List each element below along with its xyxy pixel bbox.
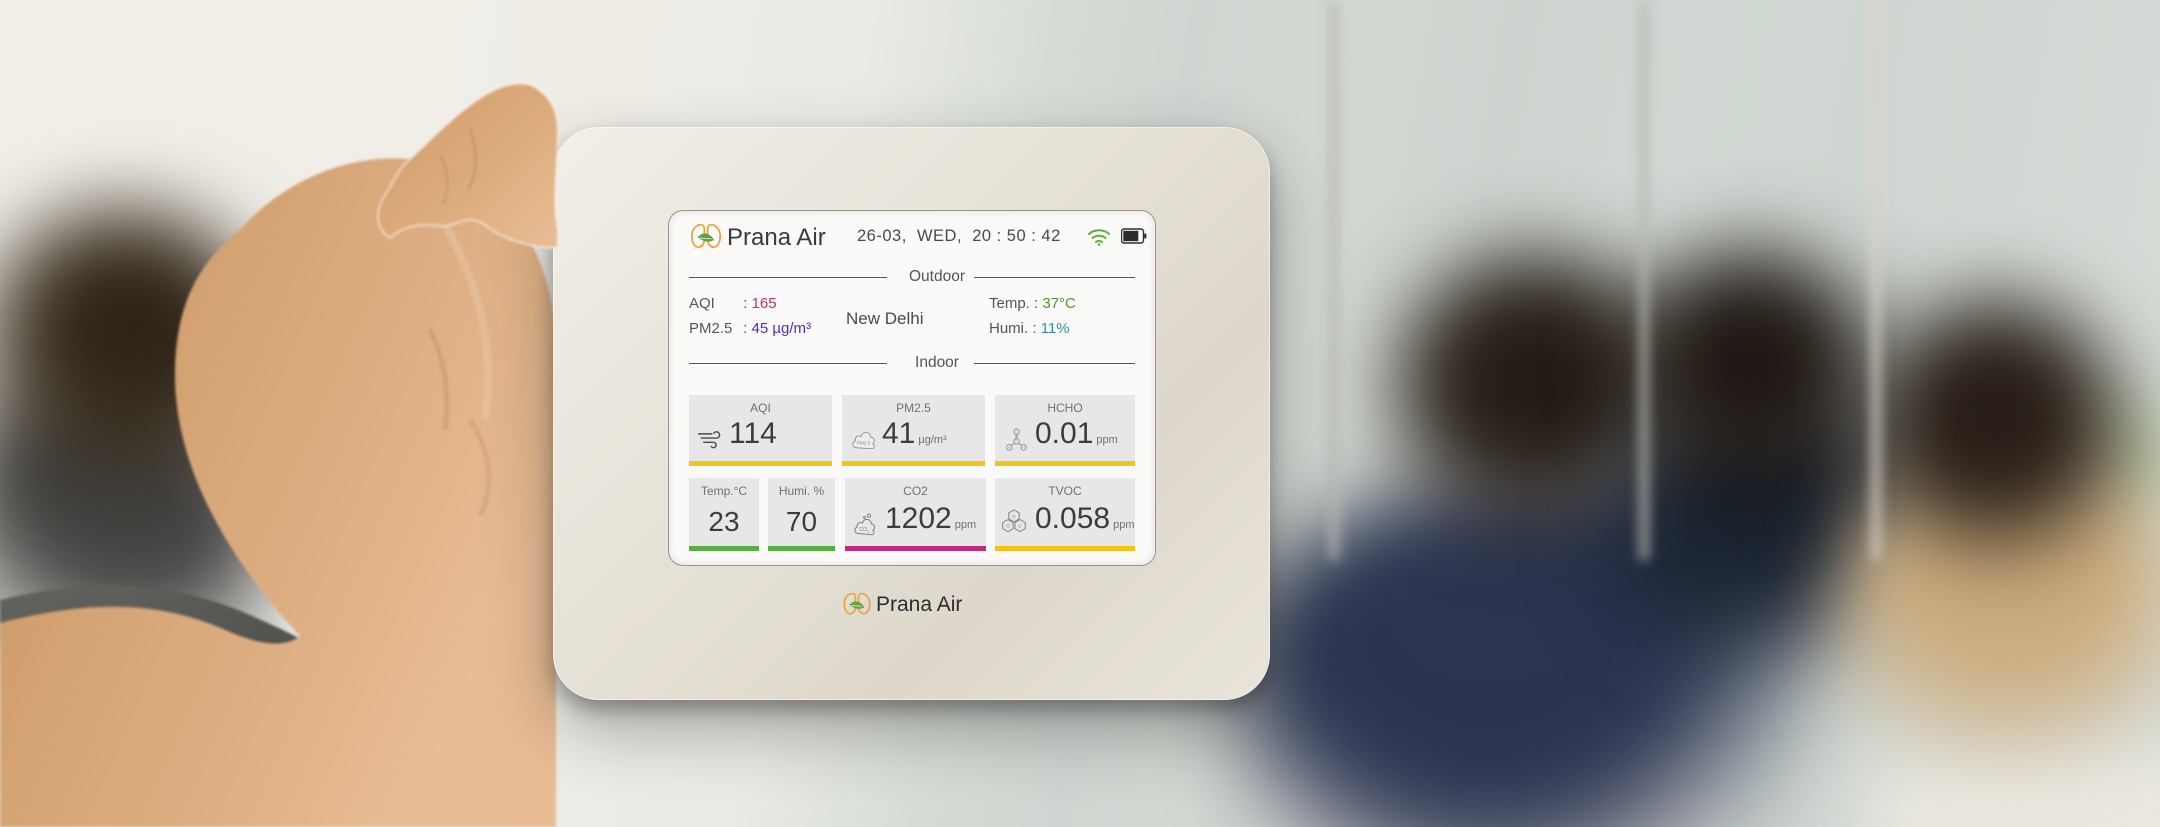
svg-text:V: V bbox=[1012, 514, 1016, 520]
svg-text:C: C bbox=[1015, 440, 1018, 444]
svg-text:O: O bbox=[1015, 430, 1018, 434]
svg-text:O: O bbox=[1006, 524, 1010, 530]
svg-text:H: H bbox=[1008, 446, 1011, 450]
svg-text:C: C bbox=[1018, 524, 1022, 530]
svg-text:H: H bbox=[1022, 446, 1025, 450]
